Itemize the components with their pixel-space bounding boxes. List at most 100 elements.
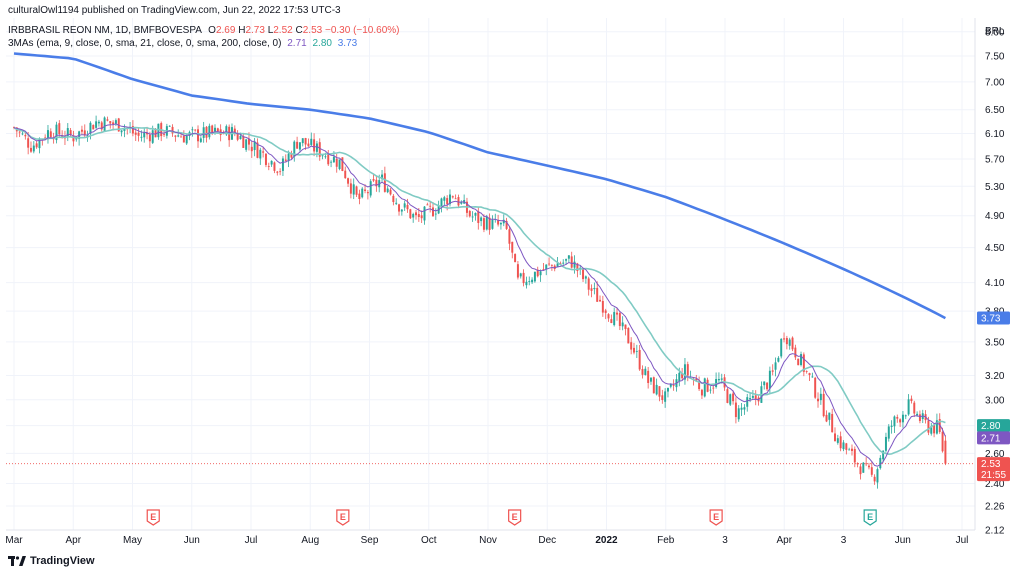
- candle-body: [567, 255, 570, 259]
- candle-body: [638, 349, 641, 370]
- candle-body: [771, 370, 774, 372]
- candle-body: [737, 408, 740, 420]
- candle-body: [338, 159, 341, 170]
- ohlc-change: −0.30 (−10.60%): [324, 25, 400, 36]
- tradingview-logo[interactable]: TradingView: [8, 554, 95, 568]
- time-tick-label: May: [123, 535, 142, 546]
- price-tick-label: 4.10: [985, 278, 1005, 289]
- earnings-marker-shape: [709, 509, 723, 526]
- ohlc-h-label: H: [238, 25, 246, 36]
- ema9-line: [13, 123, 946, 467]
- candle-body: [802, 354, 805, 372]
- candle-body: [548, 263, 551, 265]
- candle-body: [148, 134, 151, 142]
- candle-body: [140, 136, 143, 138]
- candle-body: [335, 158, 338, 167]
- candle-body: [315, 143, 318, 152]
- candle-body: [58, 123, 61, 135]
- candle-body: [451, 196, 454, 198]
- earnings-marker[interactable]: E: [336, 509, 350, 526]
- candle-body: [423, 206, 426, 221]
- candle-body: [485, 216, 488, 230]
- candle-body: [112, 122, 115, 125]
- grid: [6, 18, 975, 531]
- time-tick-label: 3: [841, 535, 847, 546]
- time-tick-label: Apr: [65, 535, 81, 546]
- price-tick-label: 8.00: [985, 27, 1005, 38]
- candle-body: [395, 202, 398, 204]
- candle-body: [916, 413, 919, 416]
- earnings-marker[interactable]: E: [508, 509, 522, 526]
- candle-body: [511, 241, 514, 253]
- time-axis[interactable]: Mar Apr May Jun Jul Aug Sep Oct Nov Dec 2022 Feb 3 Ap…: [5, 535, 968, 546]
- earnings-marker[interactable]: E: [146, 509, 160, 526]
- candle-body: [287, 153, 290, 162]
- candle-body: [398, 204, 401, 212]
- candle-body: [587, 278, 590, 290]
- earnings-marker[interactable]: E: [863, 509, 877, 526]
- candle-body: [901, 414, 904, 423]
- candle-body: [259, 149, 262, 159]
- candle-body: [46, 130, 49, 140]
- candle-body: [658, 386, 661, 397]
- candle-body: [797, 358, 800, 366]
- candle-body: [460, 201, 463, 204]
- candle-body: [95, 121, 98, 128]
- candle-body: [633, 347, 635, 353]
- candle-body: [502, 219, 505, 224]
- candle-body: [27, 138, 30, 148]
- candle-body: [174, 135, 177, 137]
- price-tick-label: 5.70: [985, 154, 1005, 165]
- candle-body: [75, 138, 78, 140]
- candle-body: [446, 198, 449, 205]
- candle-body: [644, 368, 647, 375]
- candle-body: [443, 197, 446, 201]
- candle-body: [321, 155, 324, 157]
- candle-body: [582, 269, 585, 280]
- indicator-legend[interactable]: 3MAs (ema, 9, close, 0, sma, 21, close, …: [8, 38, 357, 50]
- candle-body: [661, 395, 664, 400]
- candle-body: [471, 216, 474, 218]
- price-tick-label: 2.60: [985, 449, 1005, 460]
- price-tick-label: 7.50: [985, 52, 1005, 63]
- candle-body: [516, 264, 519, 278]
- symbol-legend[interactable]: IRBBRASIL REON NM, 1D, BMFBOVESPA O2.69 …: [8, 25, 399, 37]
- candle-body: [836, 438, 839, 443]
- candle-body: [732, 393, 735, 402]
- candle-body: [72, 135, 75, 142]
- candle-body: [681, 373, 684, 379]
- candle-body: [768, 370, 771, 389]
- candle-body: [531, 279, 534, 283]
- candle-body: [369, 181, 372, 196]
- time-tick-label: Jun: [895, 535, 911, 546]
- earnings-marker-label: E: [150, 512, 156, 522]
- candle-body: [296, 141, 299, 149]
- candle-body: [712, 387, 715, 389]
- currency-label: BRL: [985, 26, 1005, 37]
- candle-body: [106, 119, 109, 121]
- candle-body: [794, 347, 797, 358]
- candle-body: [788, 339, 791, 346]
- price-tag-value: 2.80: [981, 421, 1001, 432]
- candle-body: [672, 385, 675, 386]
- candle-body: [301, 138, 304, 144]
- price-tick-label: 6.10: [985, 129, 1005, 140]
- candle-body: [55, 124, 58, 141]
- tradingview-logo-icon: [8, 556, 26, 566]
- candle-body: [664, 391, 667, 402]
- candle-body: [24, 135, 27, 137]
- price-tag-bg: [977, 457, 1010, 482]
- indicator-value-sma21: 2.80: [312, 38, 332, 49]
- candle-body: [457, 197, 460, 206]
- candle-body: [601, 300, 604, 313]
- candle-body: [406, 204, 409, 210]
- candle-body: [392, 195, 395, 203]
- candle-body: [134, 132, 137, 135]
- candle-body: [550, 264, 553, 266]
- candle-body: [13, 127, 15, 128]
- candle-body: [245, 139, 248, 150]
- candle-body: [783, 338, 786, 340]
- earnings-marker[interactable]: E: [709, 509, 723, 526]
